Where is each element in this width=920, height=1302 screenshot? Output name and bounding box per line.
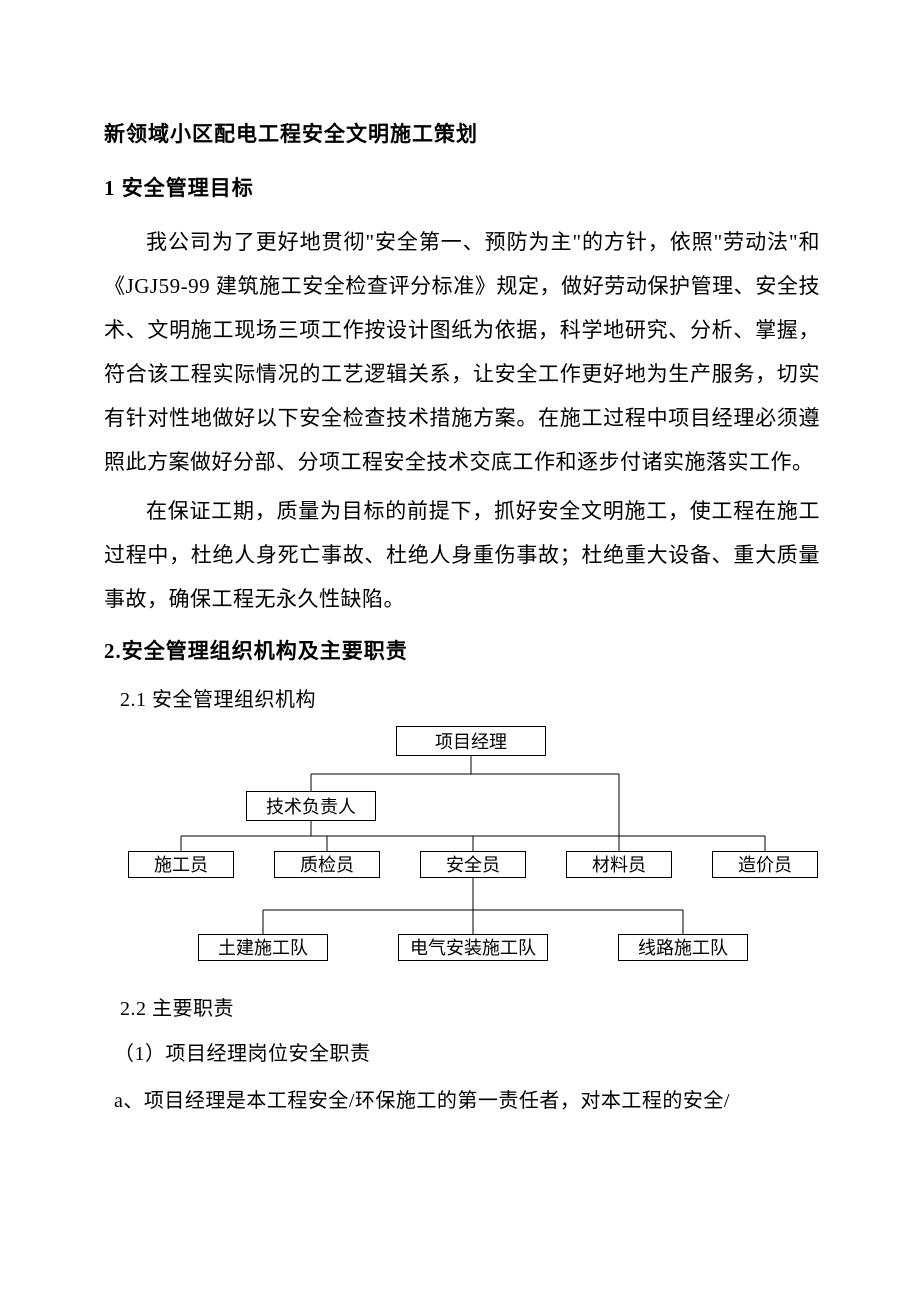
org-node-zaojia: 造价员: [712, 851, 818, 878]
section1-p2: 在保证工期，质量为目标的前提下，抓好安全文明施工，使工程在施工过程中，杜绝人身死…: [104, 489, 820, 621]
org-node-tech: 技术负责人: [246, 791, 376, 821]
resp1-head: （1）项目经理岗位安全职责: [104, 1037, 820, 1066]
section2-1-head: 2.1 安全管理组织机构: [104, 683, 820, 712]
org-node-tujian: 土建施工队: [198, 934, 328, 961]
section1-head: 1 安全管理目标: [104, 172, 820, 202]
page-title: 新领域小区配电工程安全文明施工策划: [104, 118, 820, 148]
org-node-cailiao: 材料员: [566, 851, 672, 878]
org-node-anquan: 安全员: [420, 851, 526, 878]
org-node-dianqi: 电气安装施工队: [398, 934, 548, 961]
document-page: 新领域小区配电工程安全文明施工策划 1 安全管理目标 我公司为了更好地贯彻"安全…: [0, 0, 920, 1302]
resp1a: a、项目经理是本工程安全/环保施工的第一责任者，对本工程的安全/: [104, 1082, 820, 1120]
org-node-xianlu: 线路施工队: [618, 934, 748, 961]
org-node-pm: 项目经理: [396, 726, 546, 756]
org-node-shigong: 施工员: [128, 851, 234, 878]
org-chart: 项目经理 技术负责人 施工员 质检员 安全员 材料员 造价员 土建施工队 电气安…: [98, 726, 838, 976]
org-node-zhijian: 质检员: [274, 851, 380, 878]
section2-head: 2.安全管理组织机构及主要职责: [104, 635, 820, 665]
section2-2-head: 2.2 主要职责: [104, 992, 820, 1021]
section1-p1: 我公司为了更好地贯彻"安全第一、预防为主"的方针，依照"劳动法"和《JGJ59-…: [104, 220, 820, 485]
